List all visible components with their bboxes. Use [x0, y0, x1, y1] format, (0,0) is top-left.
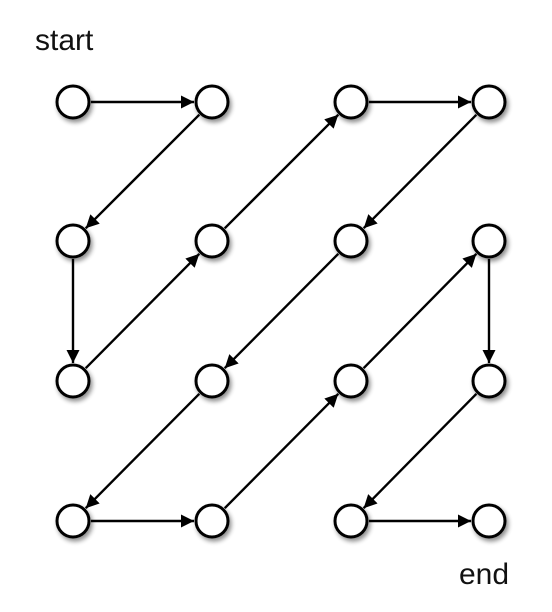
edge-r2c2-to-r1c3 — [223, 113, 340, 230]
start-label: start — [35, 24, 94, 57]
edge-r3c4-to-r4c3 — [362, 392, 478, 510]
node-r3c1 — [55, 363, 91, 399]
edges-group — [66, 95, 496, 528]
edge-r4c2-to-r3c3 — [223, 392, 340, 510]
node-r2c2 — [194, 223, 230, 259]
node-r3c3 — [333, 363, 369, 399]
node-r4c3 — [333, 503, 369, 539]
edge-r3c2-to-r4c1 — [84, 392, 201, 510]
edge-r2c3-to-r3c2 — [223, 252, 340, 370]
node-r1c1 — [55, 84, 91, 120]
node-r1c2 — [194, 84, 230, 120]
edge-r3c1-to-r2c2 — [84, 252, 201, 370]
node-r2c4 — [471, 223, 507, 259]
node-r3c2 — [194, 363, 230, 399]
node-r4c4 — [471, 503, 507, 539]
node-r4c1 — [55, 503, 91, 539]
node-r4c2 — [194, 503, 230, 539]
node-r2c1 — [55, 223, 91, 259]
node-r1c4 — [471, 84, 507, 120]
edge-r3c3-to-r2c4 — [362, 252, 478, 370]
edge-r1c4-to-r2c3 — [362, 113, 478, 230]
edge-r1c2-to-r2c1 — [84, 113, 201, 230]
end-label: end — [459, 558, 510, 591]
node-r3c4 — [471, 363, 507, 399]
node-r1c3 — [333, 84, 369, 120]
nodes-group — [55, 84, 507, 539]
node-r2c3 — [333, 223, 369, 259]
